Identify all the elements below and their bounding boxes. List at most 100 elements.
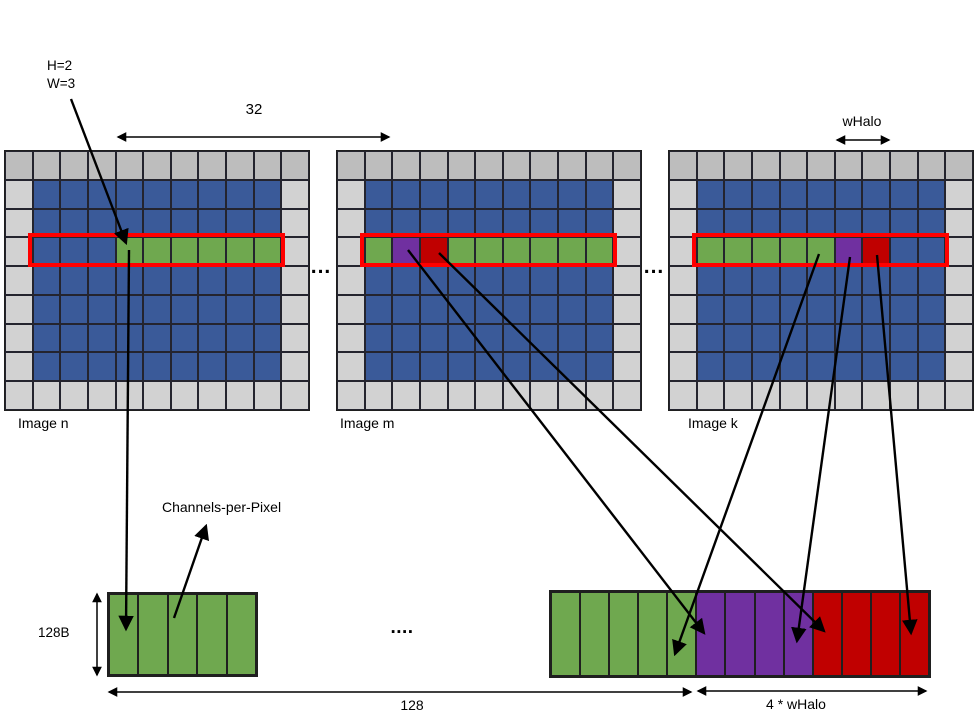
grid-cell	[143, 179, 171, 209]
grid-cell	[253, 323, 282, 353]
grid-cell	[724, 323, 752, 353]
grid-cell	[115, 381, 144, 410]
grid-cell	[724, 294, 752, 324]
grid-cell	[392, 151, 420, 180]
grid-cell	[945, 381, 973, 410]
tile-width-label: 32	[245, 101, 263, 118]
grid-cell	[779, 208, 808, 238]
ellipsis-between-image-m-k: ...	[643, 255, 665, 278]
grid-cell	[115, 352, 144, 382]
grid-cell	[226, 352, 254, 382]
grid-cell	[32, 151, 61, 180]
grid-cell	[253, 151, 282, 180]
grid-cell	[807, 381, 835, 410]
grid-cell	[198, 151, 227, 180]
image-m-grid	[336, 150, 642, 411]
buffer-cell-green	[226, 594, 256, 675]
grid-cell	[198, 323, 227, 353]
buffer-cell-purple	[754, 592, 784, 676]
grid-cell	[5, 294, 33, 324]
grid-cell	[143, 323, 171, 353]
grid-cell	[834, 266, 863, 295]
grid-cell	[502, 323, 531, 353]
buffer-cell-green	[551, 592, 581, 676]
buffer-height-label: 128B	[38, 625, 70, 640]
grid-cell	[392, 381, 420, 410]
grid-cell	[862, 179, 891, 209]
grid-cell	[364, 294, 393, 324]
ellipsis-between-buffers: ....	[390, 617, 414, 638]
grid-cell	[779, 323, 808, 353]
grid-cell	[253, 237, 282, 267]
grid-cell	[281, 237, 309, 267]
grid-cell	[585, 323, 614, 353]
grid-cell	[613, 266, 641, 295]
grid-cell	[32, 323, 61, 353]
grid-cell	[419, 352, 448, 382]
grid-cell	[807, 151, 835, 180]
grid-cell	[834, 381, 863, 410]
grid-cell	[281, 381, 309, 410]
grid-cell	[751, 352, 780, 382]
grid-cell	[198, 294, 227, 324]
grid-cell	[724, 179, 752, 209]
grid-cell	[281, 352, 309, 382]
grid-cell	[945, 352, 973, 382]
grid-cell	[32, 294, 61, 324]
grid-cell	[447, 294, 476, 324]
grid-cell	[945, 323, 973, 353]
grid-cell	[696, 352, 725, 382]
grid-cell	[143, 381, 171, 410]
grid-cell	[530, 266, 559, 295]
grid-cell	[198, 266, 227, 295]
grid-cell	[862, 294, 891, 324]
grid-cell	[198, 237, 227, 267]
grid-cell	[945, 151, 973, 180]
grid-cell	[337, 381, 365, 410]
grid-cell	[807, 179, 835, 209]
tile-row-outline-image-m	[360, 233, 617, 267]
kernel-width-label: W=3	[47, 76, 76, 91]
grid-cell	[281, 151, 309, 180]
grid-cell	[751, 381, 780, 410]
grid-cell	[724, 352, 752, 382]
grid-cell	[585, 294, 614, 324]
image-m-label: Image m	[340, 415, 395, 431]
grid-cell	[945, 179, 973, 209]
grid-cell	[170, 208, 199, 238]
grid-cell	[60, 294, 88, 324]
grid-cell	[669, 179, 697, 209]
grid-cell	[226, 323, 254, 353]
grid-cell	[337, 294, 365, 324]
grid-cell	[613, 294, 641, 324]
grid-cell	[226, 381, 254, 410]
buffer-cell-green	[167, 594, 198, 675]
buffer-cell-purple	[725, 592, 755, 676]
grid-cell	[945, 266, 973, 295]
right-memory-buffer	[549, 590, 931, 678]
whalo-label: wHalo	[842, 113, 882, 129]
grid-cell	[724, 266, 752, 295]
grid-cell	[613, 179, 641, 209]
grid-cell	[60, 352, 88, 382]
grid-cell	[696, 179, 725, 209]
grid-cell	[502, 352, 531, 382]
grid-cell	[115, 179, 144, 209]
grid-cell	[917, 381, 946, 410]
grid-cell	[890, 151, 918, 180]
grid-cell	[87, 352, 116, 382]
grid-cell	[862, 151, 891, 180]
grid-cell	[60, 266, 88, 295]
buffer-width-label: 128	[400, 697, 424, 713]
grid-cell	[475, 294, 503, 324]
grid-cell	[558, 294, 586, 324]
grid-cell	[170, 151, 199, 180]
kernel-height-label: H=2	[47, 58, 73, 73]
grid-cell	[917, 179, 946, 209]
grid-cell	[558, 179, 586, 209]
grid-cell	[447, 323, 476, 353]
grid-cell	[5, 208, 33, 238]
grid-cell	[890, 352, 918, 382]
buffer-cell-red	[870, 592, 900, 676]
